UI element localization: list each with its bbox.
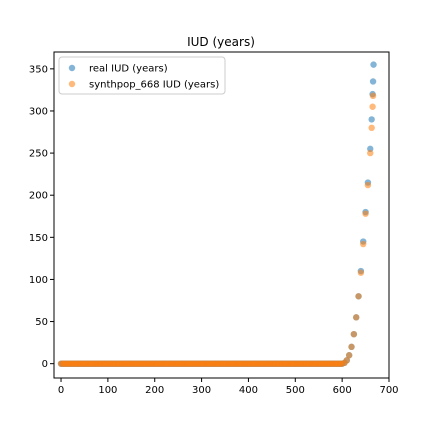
legend-label: synthpop_668 IUD (years): [89, 80, 219, 91]
y-tick-label: 50: [35, 317, 48, 328]
y-tick-label: 100: [29, 275, 48, 286]
chart-title: IUD (years): [187, 35, 255, 49]
data-point: [360, 240, 367, 248]
series-1: [57, 61, 377, 367]
legend-marker: [68, 80, 76, 88]
data-point: [369, 103, 376, 110]
x-tick-label: 200: [145, 385, 164, 396]
data-points: [57, 61, 377, 367]
x-tick-label: 300: [192, 385, 211, 396]
data-point: [357, 269, 365, 276]
x-tick-label: 500: [286, 385, 305, 396]
x-tick-label: 400: [239, 385, 258, 396]
legend-box: [58, 56, 226, 95]
x-tick-label: 600: [333, 385, 352, 396]
y-tick-label: 350: [29, 64, 48, 75]
x-tick-label: 0: [58, 385, 64, 396]
data-point: [369, 92, 377, 100]
data-point: [369, 78, 377, 85]
data-point: [367, 149, 374, 157]
data-point: [353, 314, 360, 321]
legend-label: real IUD (years): [89, 64, 168, 75]
x-tick-label: 700: [379, 385, 398, 396]
legend-marker: [68, 64, 76, 72]
x-axis-ticks: 0 100 200 300 400 500 600 700: [58, 378, 399, 396]
x-tick-label: 100: [98, 385, 117, 396]
data-point: [364, 181, 372, 189]
y-tick-label: 200: [29, 191, 48, 202]
y-tick-label: 250: [29, 149, 48, 160]
data-point: [368, 124, 375, 132]
series-2: [57, 92, 377, 367]
data-point: [350, 330, 358, 338]
data-point: [348, 343, 355, 351]
y-tick-label: 150: [29, 233, 48, 244]
data-point: [355, 293, 362, 300]
data-point: [343, 357, 351, 364]
y-axis-ticks: 0 50 100 150 200 250 300 350: [29, 64, 54, 370]
data-point: [370, 61, 377, 68]
legend: real IUD (years) synthpop_668 IUD (years): [58, 56, 226, 95]
data-point: [362, 210, 369, 217]
data-point: [345, 352, 353, 359]
data-point: [368, 116, 375, 123]
plot-frame: [53, 51, 390, 379]
y-tick-label: 300: [29, 106, 48, 117]
y-tick-label: 0: [42, 359, 48, 370]
